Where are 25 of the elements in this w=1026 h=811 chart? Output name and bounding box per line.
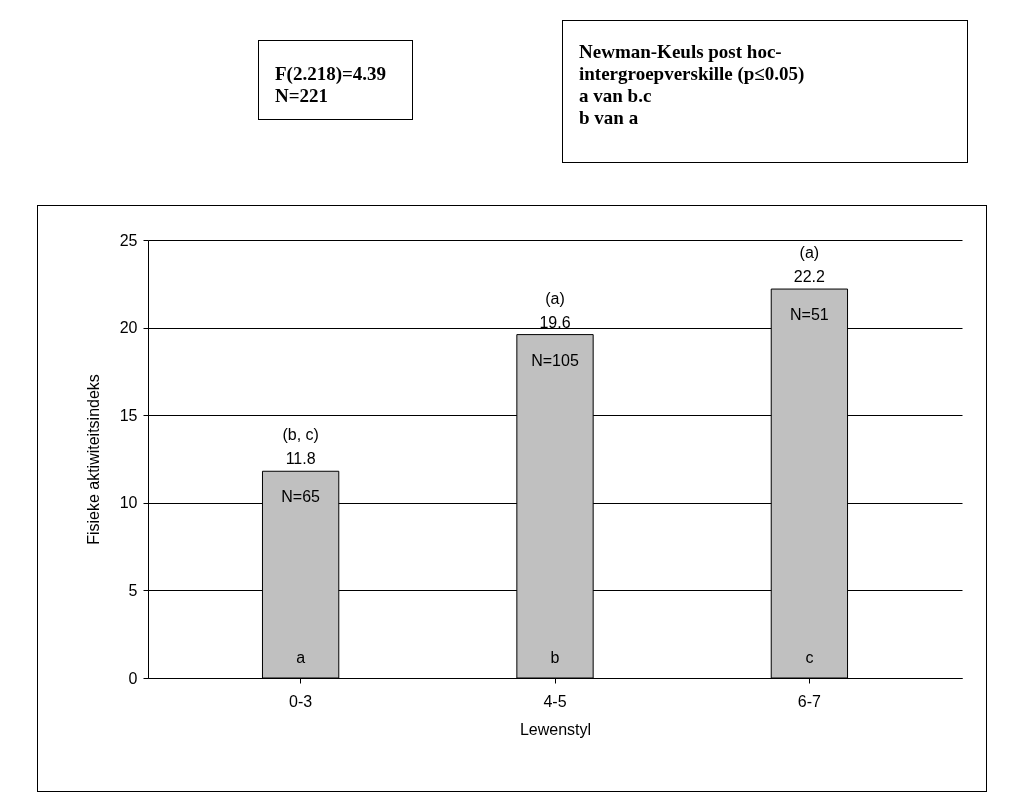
y-tick-label: 5	[128, 581, 138, 599]
data-label: 19.6	[539, 313, 571, 331]
x-tick-label: 0-3	[289, 692, 313, 710]
y-axis-title: Fisieke aktiwiteitsindeks	[84, 374, 102, 545]
annotation: (a)	[799, 244, 820, 262]
annotation: N=65	[281, 488, 321, 506]
x-tick-label: 6-7	[797, 692, 822, 710]
data-label: 11.8	[285, 450, 316, 468]
data-label: 22.2	[793, 268, 826, 286]
y-tick-label: 15	[119, 406, 138, 424]
note-box: F(2.218)=4.39 N=221	[258, 40, 413, 120]
annotation: N=105	[531, 351, 579, 369]
annotation: (a)	[545, 289, 565, 307]
annotation: b	[550, 649, 560, 666]
x-tick-label: 4-5	[543, 692, 567, 710]
note-box: Newman-Keuls post hoc- intergroepverskille (p≤0.05) a van b.c b van a	[562, 20, 968, 163]
annotation: (b, c)	[282, 426, 319, 444]
annotation: a	[296, 649, 306, 666]
y-tick-label: 0	[128, 669, 138, 687]
y-tick-label: 10	[119, 494, 138, 512]
annotation: N=51	[790, 306, 829, 324]
annotation: c	[805, 649, 814, 666]
y-tick-label: 25	[119, 231, 138, 249]
x-axis-title: Lewenstyl	[519, 720, 592, 738]
y-tick-label: 20	[119, 319, 138, 337]
